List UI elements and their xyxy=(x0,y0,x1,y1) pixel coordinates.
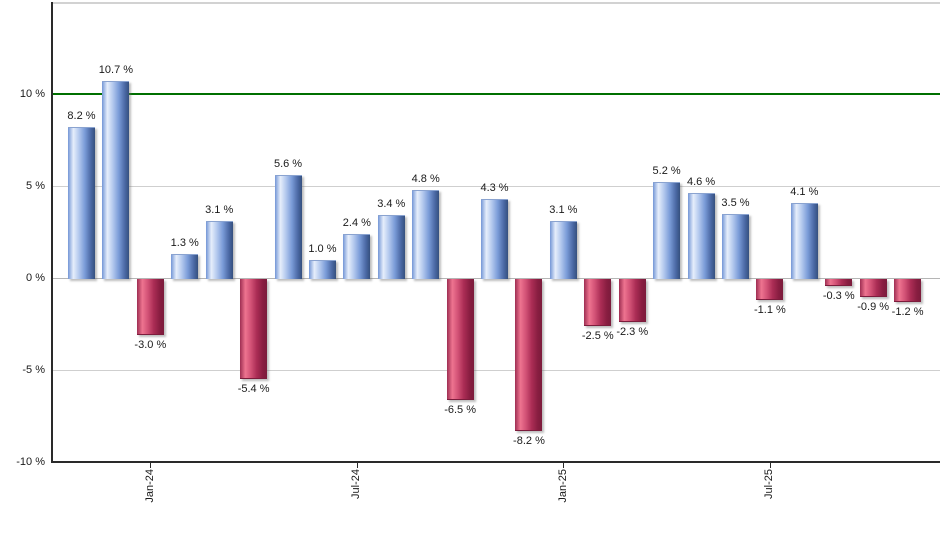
bar xyxy=(584,279,612,326)
bar xyxy=(549,220,577,279)
y-tick-label: 0 % xyxy=(26,272,45,284)
bar-value-label: 8.2 % xyxy=(67,110,96,123)
y-tick-label: 5 % xyxy=(26,180,45,192)
bar-value-label: 10.7 % xyxy=(98,64,134,77)
bar xyxy=(377,215,405,279)
bar-value-label: -6.5 % xyxy=(444,403,477,416)
y-axis xyxy=(51,2,53,463)
bar xyxy=(721,213,749,279)
bar xyxy=(756,279,784,301)
bar xyxy=(446,279,474,400)
bar xyxy=(68,127,95,279)
bar-value-label: -2.3 % xyxy=(616,326,649,339)
bar xyxy=(343,233,371,279)
bar-value-label: 5.6 % xyxy=(273,157,303,170)
bar xyxy=(515,279,543,431)
bar-value-label: 4.8 % xyxy=(411,172,440,185)
bar-value-label: 4.6 % xyxy=(686,176,716,189)
bar xyxy=(790,202,818,279)
x-tick xyxy=(150,462,152,468)
bar xyxy=(308,259,336,279)
plot-top-border xyxy=(51,2,940,4)
bar-value-label: 1.0 % xyxy=(308,242,337,255)
bar-value-label: 1.3 % xyxy=(170,237,199,250)
bar-value-label: -1.1 % xyxy=(753,304,786,317)
x-tick-label: Jan-24 xyxy=(143,469,156,503)
bar xyxy=(825,279,853,286)
bar xyxy=(274,174,302,279)
bar-value-label: 4.1 % xyxy=(790,185,819,198)
bar xyxy=(481,198,509,279)
bar xyxy=(240,279,268,380)
bar xyxy=(205,220,233,279)
bar-value-label: -2.5 % xyxy=(581,330,614,342)
bar-value-label: -1.2 % xyxy=(891,306,924,319)
x-tick xyxy=(769,462,771,468)
bar-value-label: -8.2 % xyxy=(513,434,545,447)
x-tick-label: Jul-25 xyxy=(763,469,776,499)
y-tick-label: -10 % xyxy=(16,456,45,468)
bar-value-label: -0.9 % xyxy=(857,300,890,313)
y-tick-label: 10 % xyxy=(19,88,45,100)
x-axis xyxy=(51,461,940,463)
bar xyxy=(102,81,130,279)
bar-value-label: -5.4 % xyxy=(237,383,270,396)
bar xyxy=(412,189,440,279)
bar-value-label: 3.1 % xyxy=(549,203,578,216)
x-tick xyxy=(563,462,565,468)
gridline xyxy=(53,369,940,371)
bar-value-label: 5.2 % xyxy=(652,165,681,178)
bar xyxy=(894,279,922,303)
reference-line xyxy=(53,93,940,95)
bar xyxy=(653,182,681,279)
x-tick xyxy=(356,462,358,468)
bar-value-label: 4.3 % xyxy=(480,181,509,194)
bar-value-label: 3.5 % xyxy=(721,196,750,209)
bar xyxy=(618,279,646,323)
y-tick-label: -5 % xyxy=(22,364,45,376)
bar xyxy=(171,254,199,279)
bar-value-label: -0.3 % xyxy=(822,289,855,302)
bar-value-label: 3.1 % xyxy=(205,203,234,216)
gridline xyxy=(53,185,940,187)
bar-value-label: 2.4 % xyxy=(342,216,371,229)
bar xyxy=(859,279,887,297)
x-tick-label: Jan-25 xyxy=(556,469,569,503)
bar-value-label: 3.4 % xyxy=(377,198,406,211)
bar xyxy=(687,193,715,279)
bar-value-label: -3.0 % xyxy=(134,339,167,352)
x-tick-label: Jul-24 xyxy=(350,469,363,499)
bar xyxy=(136,279,164,336)
